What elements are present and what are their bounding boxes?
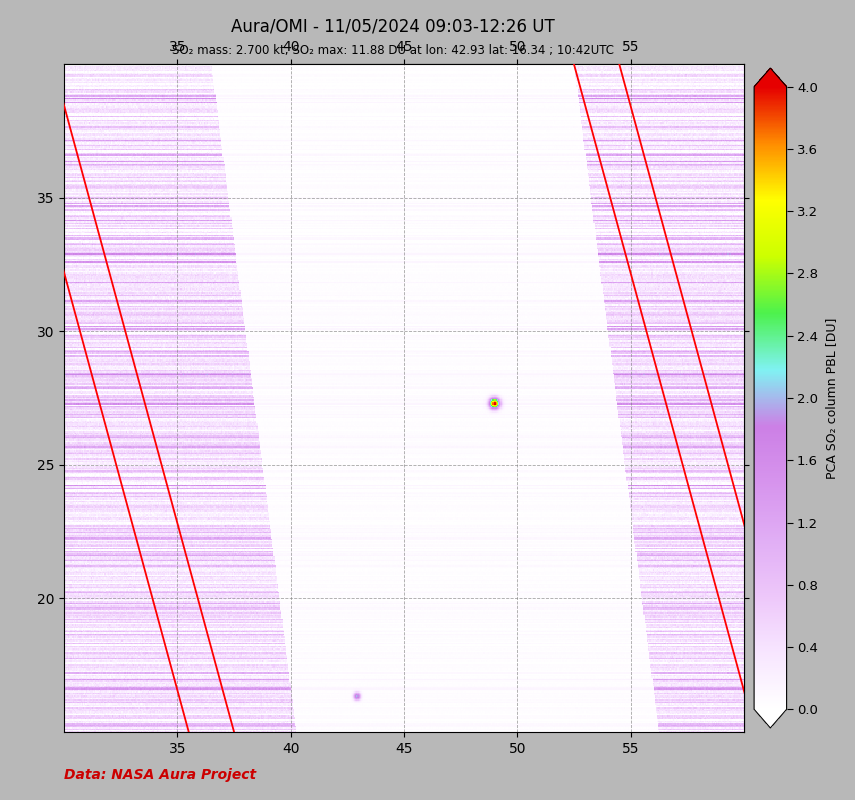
Text: Data: NASA Aura Project: Data: NASA Aura Project — [64, 768, 256, 782]
Text: SO₂ mass: 2.700 kt; SO₂ max: 11.88 DU at lon: 42.93 lat: 16.34 ; 10:42UTC: SO₂ mass: 2.700 kt; SO₂ max: 11.88 DU at… — [173, 44, 614, 57]
PathPatch shape — [754, 710, 787, 728]
Text: Aura/OMI - 11/05/2024 09:03-12:26 UT: Aura/OMI - 11/05/2024 09:03-12:26 UT — [232, 18, 555, 35]
PathPatch shape — [754, 68, 787, 86]
Y-axis label: PCA SO₂ column PBL [DU]: PCA SO₂ column PBL [DU] — [825, 318, 838, 478]
